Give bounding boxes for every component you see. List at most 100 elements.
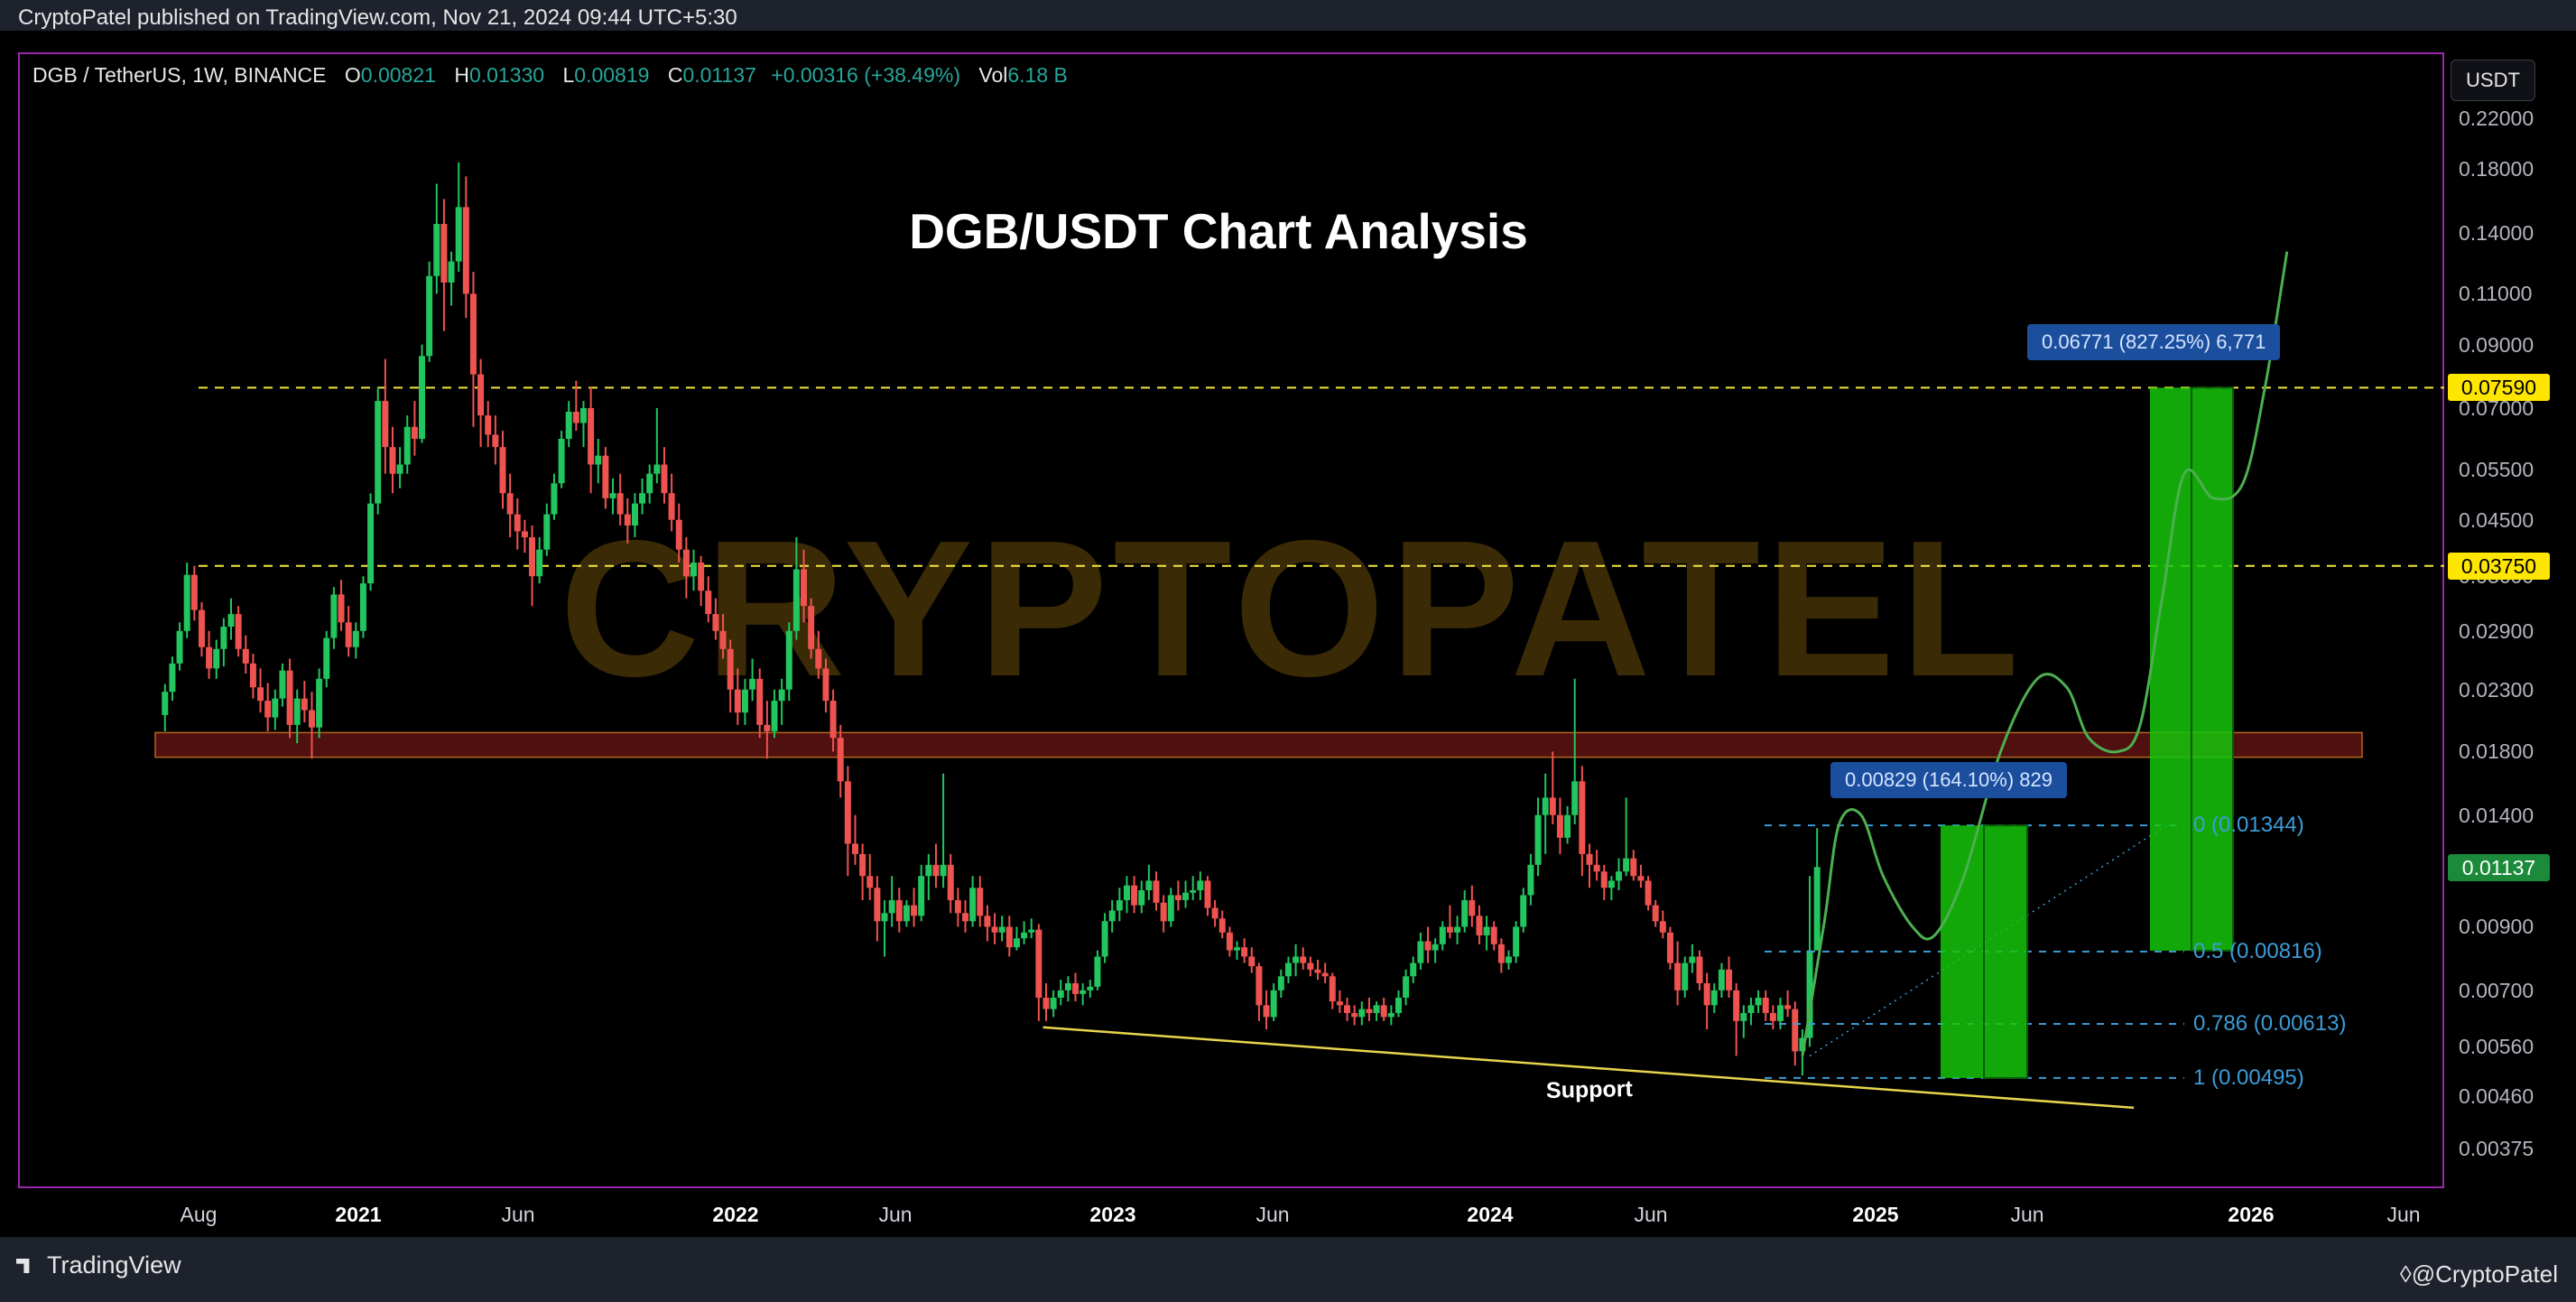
- candle: [1080, 982, 1087, 1006]
- candle: [382, 358, 389, 474]
- candle: [903, 899, 910, 927]
- candle: [1564, 805, 1571, 844]
- high-label: H: [454, 63, 469, 87]
- fib-level-label: 0.5 (0.00816): [2193, 938, 2322, 963]
- candle: [682, 537, 690, 599]
- candle: [389, 426, 396, 494]
- candle: [1013, 926, 1020, 951]
- candle: [653, 407, 661, 484]
- candle: [1387, 1005, 1395, 1026]
- price-tick: 0.11000: [2459, 282, 2533, 306]
- candle: [1344, 997, 1351, 1021]
- currency-button[interactable]: USDT: [2451, 60, 2535, 101]
- candle: [1358, 1001, 1366, 1026]
- candle: [785, 622, 792, 702]
- price-tick: 0.01400: [2459, 803, 2534, 827]
- candle: [1160, 895, 1167, 933]
- candle: [1703, 972, 1710, 1030]
- tradingview-logo[interactable]: TradingView: [16, 1251, 181, 1279]
- candle: [1579, 766, 1586, 877]
- candle: [829, 689, 837, 752]
- candle: [595, 438, 602, 484]
- candle: [316, 668, 323, 739]
- candle: [602, 447, 609, 509]
- top-attribution-bar: CryptoPatel published on TradingView.com…: [0, 0, 2576, 31]
- candle: [1021, 921, 1028, 944]
- candle: [911, 888, 918, 927]
- candle: [859, 843, 866, 900]
- candle: [1733, 982, 1740, 1056]
- candle: [646, 464, 653, 504]
- price-tick: 0.22000: [2459, 107, 2534, 131]
- candle: [1432, 938, 1439, 963]
- tradingview-brand: TradingView: [47, 1251, 181, 1279]
- candle: [1190, 876, 1197, 900]
- candle: [801, 549, 808, 623]
- candle: [565, 401, 572, 448]
- candle: [1131, 876, 1138, 914]
- candle: [808, 598, 815, 659]
- candle: [734, 668, 741, 725]
- candle: [1600, 864, 1608, 900]
- candle: [462, 176, 469, 319]
- candle: [345, 606, 352, 657]
- candle: [1623, 797, 1630, 877]
- open-value: 0.00821: [360, 63, 436, 87]
- fib-level-label: 0 (0.01344): [2193, 813, 2304, 838]
- candle: [1248, 947, 1256, 973]
- candle: [543, 503, 551, 556]
- price-tick: 0.00560: [2459, 1035, 2534, 1059]
- author-handle: @CryptoPatel: [2411, 1260, 2558, 1288]
- candle: [1108, 899, 1116, 933]
- candle: [1005, 916, 1013, 957]
- fib-level-label: 1 (0.00495): [2193, 1065, 2304, 1090]
- watermark: CRYPTOPATEL: [560, 499, 2025, 717]
- candle: [984, 905, 991, 942]
- candle: [881, 899, 888, 957]
- candle: [1446, 905, 1453, 939]
- candle: [514, 498, 521, 550]
- candle: [1659, 910, 1666, 939]
- candle: [616, 473, 624, 526]
- candle: [874, 876, 881, 942]
- candle: [698, 555, 705, 607]
- candle: [1395, 990, 1402, 1018]
- candle: [1630, 850, 1637, 881]
- candle: [1182, 880, 1190, 908]
- candle: [440, 199, 448, 331]
- candle: [352, 622, 359, 659]
- candle: [1329, 972, 1336, 1009]
- candle: [242, 635, 249, 674]
- candle: [1174, 880, 1181, 911]
- target-callout: 0.06771 (827.25%) 6,771: [2027, 324, 2281, 361]
- candle: [249, 654, 256, 699]
- candle: [1593, 850, 1600, 881]
- price-tick: 0.14000: [2459, 220, 2534, 245]
- candle: [1696, 950, 1703, 990]
- target-box: [2150, 387, 2191, 951]
- candle: [272, 689, 279, 730]
- candle: [1637, 864, 1645, 888]
- candle: [588, 386, 595, 494]
- candle: [396, 447, 403, 488]
- footer-bar: [0, 1237, 2576, 1302]
- candle: [631, 493, 638, 538]
- candle: [771, 689, 778, 739]
- candle: [176, 622, 183, 671]
- candle: [705, 576, 712, 623]
- candle: [521, 519, 528, 553]
- candle: [469, 272, 477, 427]
- price-tick: 0.09000: [2459, 332, 2534, 357]
- candle: [822, 658, 829, 713]
- candle: [1792, 1001, 1799, 1066]
- candle: [1256, 963, 1263, 1021]
- close-label: C: [667, 63, 683, 87]
- candle: [529, 525, 536, 607]
- price-tick: 0.00375: [2459, 1136, 2534, 1160]
- target-box: [1941, 825, 1984, 1078]
- price-tick: 0.02300: [2459, 677, 2534, 702]
- time-tick: Aug: [180, 1203, 218, 1226]
- chart-frame: [18, 52, 2444, 1188]
- target-box: [1983, 824, 2028, 1079]
